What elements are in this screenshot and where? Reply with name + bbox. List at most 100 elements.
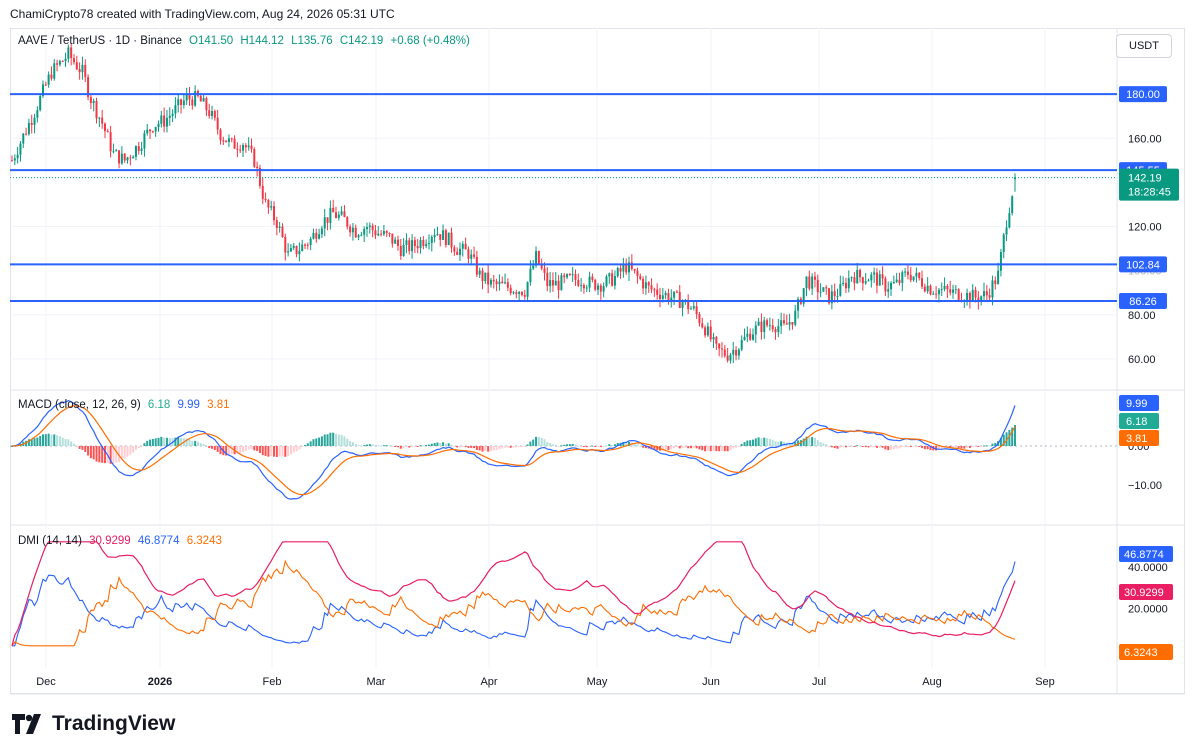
- level-badge-label: 180.00: [1126, 89, 1160, 101]
- macd-hist-bar: [36, 437, 39, 446]
- candle-body: [557, 280, 560, 291]
- candle-body: [588, 276, 591, 288]
- macd-hist-bar: [794, 442, 797, 446]
- candle-body: [306, 244, 309, 246]
- macd-hist-bar: [433, 443, 436, 446]
- candle-body: [887, 289, 890, 292]
- candle-body: [39, 95, 42, 111]
- candle-body: [732, 349, 735, 355]
- candle-body: [870, 274, 873, 281]
- macd-hist-bar: [388, 445, 391, 447]
- macd-hist-bar: [174, 437, 177, 446]
- candle-body: [566, 274, 569, 278]
- candle-body: [754, 325, 757, 335]
- level-badge: [1119, 292, 1167, 309]
- candle-body: [644, 282, 647, 289]
- macd-hist-bar: [399, 446, 402, 449]
- macd-hist-bar: [664, 446, 667, 450]
- candle-body: [236, 148, 239, 150]
- candle-body: [374, 230, 377, 236]
- macd-hist-bar: [937, 446, 940, 450]
- macd-hist-bar: [661, 446, 664, 451]
- candle-body: [239, 149, 242, 151]
- candle-body: [991, 280, 994, 298]
- candle-body: [41, 84, 44, 96]
- candle-body: [715, 337, 718, 344]
- plus-di-line: [12, 561, 1016, 647]
- candle-body: [994, 280, 997, 284]
- currency-button[interactable]: USDT: [1116, 34, 1172, 58]
- candle-body: [250, 145, 253, 150]
- macd-hist-bar: [985, 445, 988, 447]
- macd-hist-bar: [867, 446, 870, 448]
- level-badge-label: 102.84: [1126, 259, 1160, 271]
- macd-hist-bar: [64, 439, 67, 446]
- macd-hist-bar: [811, 437, 814, 446]
- candle-body: [363, 228, 366, 235]
- candle-body: [171, 113, 174, 116]
- signal-line: [11, 405, 1016, 496]
- macd-hist-bar: [501, 446, 504, 449]
- candle-body: [509, 287, 512, 294]
- candle-body: [11, 160, 13, 162]
- candle-body: [766, 320, 769, 326]
- macd-legend-v2: 9.99: [177, 399, 200, 411]
- macd-hist-bar: [374, 445, 377, 447]
- candle-body: [194, 91, 197, 106]
- macd-hist-bar: [512, 446, 515, 448]
- candle-body: [487, 272, 490, 285]
- candle-body: [842, 282, 845, 285]
- macd-hist-bar: [729, 446, 732, 451]
- macd-hist-bar: [81, 446, 84, 450]
- candle-body: [504, 282, 507, 284]
- candle-body: [985, 291, 988, 296]
- macd-hist-bar: [881, 446, 884, 448]
- macd-hist-bar: [909, 446, 912, 447]
- macd-hist-bar: [518, 446, 521, 447]
- macd-hist-bar: [735, 446, 738, 448]
- macd-hist-bar: [828, 446, 831, 447]
- macd-hist-bar: [873, 446, 876, 447]
- macd-hist-bar: [132, 446, 135, 453]
- macd-hist-bar: [892, 446, 895, 450]
- candle-body: [473, 254, 476, 257]
- macd-hist-bar: [27, 439, 30, 446]
- macd-hist-bar: [196, 441, 199, 446]
- macd-hist-bar: [351, 442, 354, 446]
- candle-body: [371, 225, 374, 231]
- candle-body: [67, 47, 70, 59]
- candle-body: [143, 133, 146, 149]
- macd-hist-bar: [797, 440, 800, 446]
- macd-hist-bar: [895, 446, 898, 449]
- macd-value-badge: [1119, 413, 1159, 429]
- candle-body: [749, 333, 752, 340]
- macd-hist-bar: [768, 438, 771, 446]
- candle-body: [932, 293, 935, 295]
- macd-hist-bar: [129, 446, 132, 455]
- macd-hist-bar: [1008, 430, 1011, 446]
- macd-hist-bar: [594, 446, 597, 447]
- macd-hist-bar: [966, 446, 969, 448]
- candle-body: [247, 145, 250, 148]
- candle-body: [898, 279, 901, 283]
- candle-body: [884, 278, 887, 292]
- macd-hist-bar: [349, 441, 352, 446]
- candle-body: [636, 270, 639, 277]
- macd-hist-bar: [692, 446, 695, 448]
- x-tick-label: Jul: [812, 676, 826, 688]
- tradingview-logo[interactable]: TradingView: [12, 712, 175, 736]
- candle-body: [501, 281, 504, 284]
- macd-hist-bar: [326, 434, 329, 446]
- macd-hist-bar: [844, 446, 847, 448]
- macd-hist-bar: [918, 446, 921, 447]
- macd-hist-bar: [115, 446, 118, 463]
- macd-hist-bar: [749, 440, 752, 446]
- candle-body: [537, 251, 540, 265]
- macd-hist-bar: [580, 446, 583, 447]
- candle-body: [828, 288, 831, 304]
- candle-body: [813, 276, 816, 280]
- macd-hist-bar: [546, 441, 549, 446]
- price-tick-label: 160.00: [1128, 133, 1162, 145]
- candle-body: [464, 243, 467, 250]
